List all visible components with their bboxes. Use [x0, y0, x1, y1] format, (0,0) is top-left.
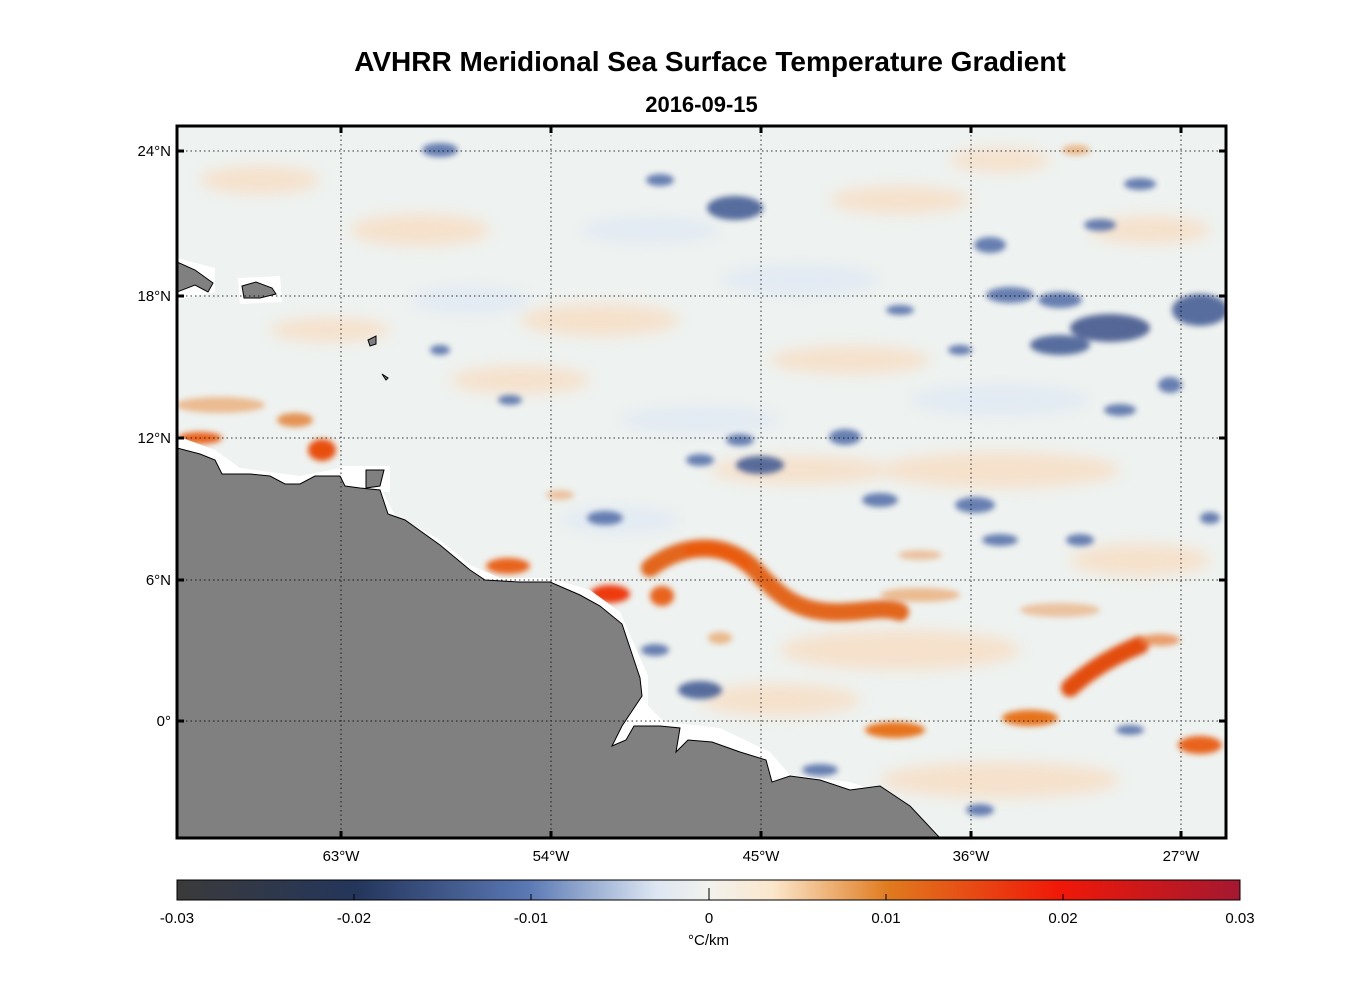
lon-label-45w: 45°W	[743, 848, 781, 865]
negative-gradient-features	[422, 143, 1226, 816]
lon-label-27w: 27°W	[1163, 848, 1201, 865]
positive-gradient-features	[177, 145, 1222, 754]
map-field	[177, 126, 1226, 838]
colorbar-label-neg001: -0.01	[514, 910, 548, 927]
lon-label-54w: 54°W	[533, 848, 571, 865]
colorbar-ticks	[353, 888, 1064, 900]
colorbar-label-pos001: 0.01	[871, 910, 900, 927]
lat-label-12n: 12°N	[137, 430, 171, 447]
lat-label-0: 0°	[157, 713, 171, 730]
colorbar-label-min: -0.03	[160, 910, 194, 927]
graticule	[177, 126, 1226, 838]
colorbar-label-max: 0.03	[1225, 910, 1254, 927]
colorbar-label-neg002: -0.02	[337, 910, 371, 927]
lat-label-18n: 18°N	[137, 288, 171, 305]
colorbar-unit: °C/km	[688, 932, 729, 949]
lat-label-24n: 24°N	[137, 143, 171, 160]
colorbar-label-zero: 0	[705, 910, 713, 927]
lon-label-36w: 36°W	[953, 848, 991, 865]
map-title: AVHRR Meridional Sea Surface Temperature…	[354, 46, 1066, 77]
map-subtitle: 2016-09-15	[645, 92, 758, 117]
axis-ticks	[177, 126, 1226, 838]
map-frame	[175, 124, 1228, 840]
land	[177, 261, 941, 838]
colorbar-label-pos002: 0.02	[1048, 910, 1077, 927]
lon-label-63w: 63°W	[323, 848, 361, 865]
lat-label-6n: 6°N	[146, 572, 171, 589]
